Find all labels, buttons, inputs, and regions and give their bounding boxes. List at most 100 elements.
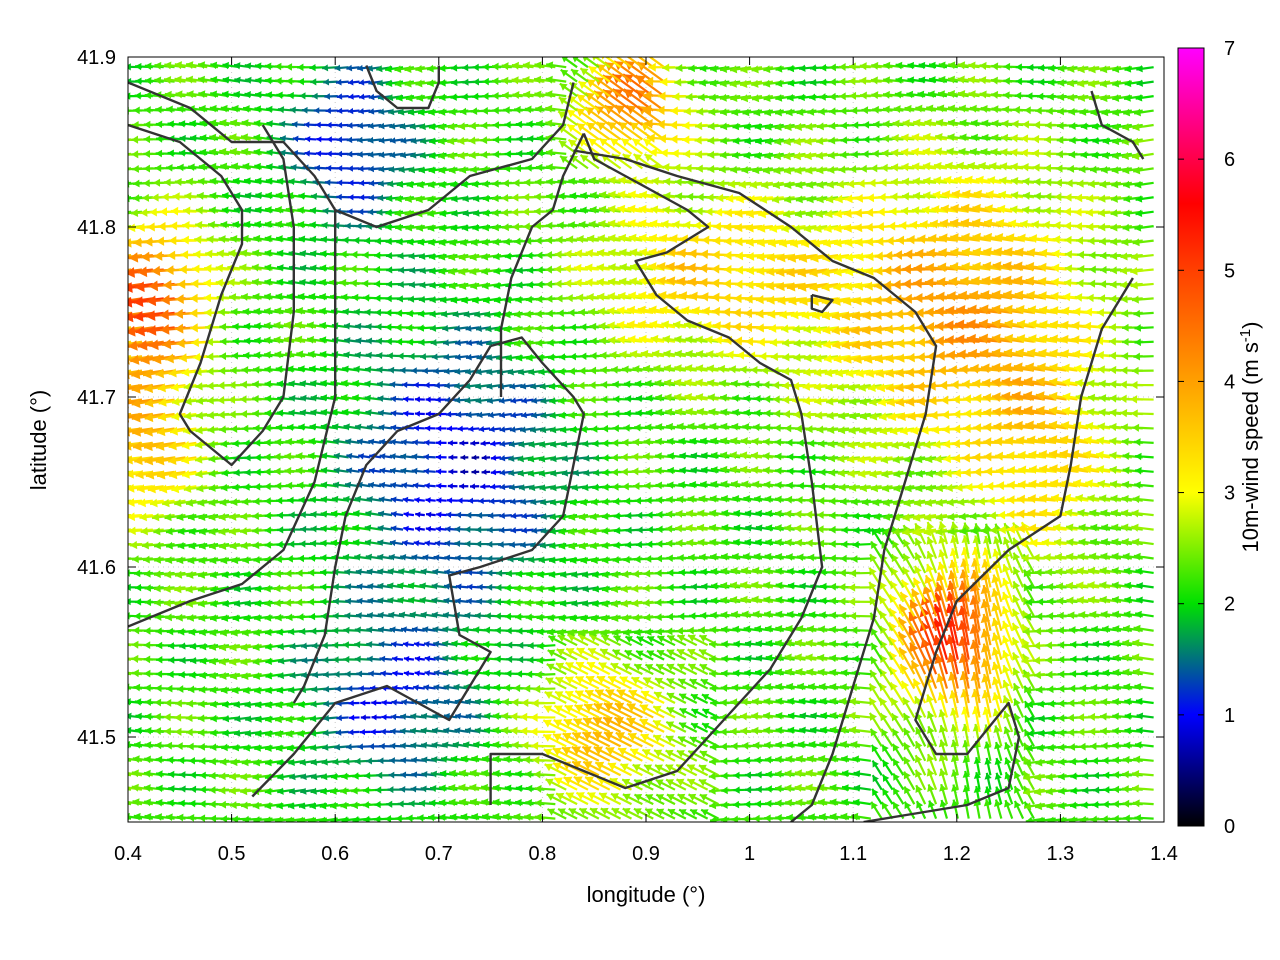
wind-vector-head-53 [690, 809, 698, 817]
wind-vector-240 [655, 778, 676, 791]
wind-vector-69 [870, 801, 883, 820]
wind-vector-242 [675, 778, 698, 791]
wind-vector-head-225 [492, 784, 500, 792]
wind-vector-234 [584, 776, 611, 791]
wind-vector-head-349 [805, 769, 814, 778]
wind-vector-head-170 [939, 784, 947, 792]
wind-vector-head-237 [622, 778, 631, 787]
wind-vector-286 [128, 772, 143, 777]
wind-vector-head-390 [219, 757, 227, 766]
wind-vector-268 [973, 771, 982, 790]
wind-vector-head-338 [687, 764, 696, 772]
wind-vector-head-189 [1132, 799, 1140, 808]
wind-vector-head-291 [179, 771, 186, 779]
wind-vector-head-276 [1045, 787, 1053, 796]
wind-vector-head-353 [853, 770, 861, 778]
wind-vector-head-145 [656, 794, 665, 802]
wind-vector-80 [994, 799, 1003, 819]
wind-vector-head-322 [515, 770, 522, 778]
wind-vector-157 [785, 798, 806, 807]
wind-vector-head-198 [199, 785, 206, 794]
wind-vector-50 [656, 808, 676, 820]
wind-vector-201 [228, 786, 251, 795]
wind-vector-head-253 [794, 783, 802, 792]
wind-vector-head-192 [131, 783, 139, 792]
wind-vector-head-261 [893, 773, 900, 781]
wind-vector-head-378 [1122, 770, 1129, 779]
wind-vector-169 [927, 783, 938, 805]
wind-vector-369 [1023, 773, 1046, 782]
wind-vector-head-319 [481, 769, 489, 778]
wind-vector-head-32 [460, 813, 468, 821]
wind-vector-328 [571, 760, 600, 777]
wind-vector-head-50 [656, 808, 665, 816]
wind-vector-head-387 [188, 756, 195, 765]
wind-vector-head-244 [698, 779, 707, 787]
wind-vector-head-14 [264, 816, 271, 822]
wind-vector-363 [973, 757, 982, 776]
wind-vector-head-270 [994, 772, 1002, 780]
wind-vector-347 [784, 769, 806, 778]
wind-vector-head-316 [449, 769, 457, 778]
wind-vector-170 [939, 783, 949, 805]
wind-vector-head-65 [819, 813, 826, 821]
wind-vector-head-243 [687, 778, 696, 787]
wind-vector-head-122 [408, 800, 415, 808]
wind-vector-head-69 [871, 801, 878, 810]
wind-vector-head-354 [872, 760, 879, 768]
wind-vector-head-73 [916, 801, 924, 809]
wind-vector-300 [277, 773, 295, 781]
wind-vector-head-22 [352, 816, 359, 822]
wind-vector-head-133 [525, 799, 533, 807]
wind-vector-head-296 [229, 772, 237, 781]
wind-vector-head-172 [962, 785, 971, 793]
wind-vector-135 [546, 793, 567, 806]
wind-vector-166 [892, 787, 905, 805]
wind-vector-head-255 [817, 783, 825, 792]
wind-vector-head-202 [240, 787, 248, 796]
wind-vector-head-18 [308, 816, 315, 822]
wind-vector-head-132 [515, 798, 522, 807]
wind-vector-head-246 [721, 786, 728, 795]
wind-vector-46 [611, 807, 632, 820]
wind-vector-269 [984, 772, 992, 790]
wind-vector-head-140 [599, 792, 608, 801]
wind-vector-230 [545, 778, 567, 791]
wind-vector-head-117 [351, 801, 359, 810]
wind-vector-head-67 [840, 812, 848, 821]
wind-vector-head-264 [926, 768, 935, 777]
wind-vector-301 [289, 773, 306, 781]
wind-vector-353 [853, 770, 871, 778]
wind-vector-231 [553, 777, 578, 791]
wind-vector-head-66 [829, 812, 837, 821]
wind-vector-324 [533, 770, 556, 779]
wind-vector-39 [534, 813, 556, 822]
wind-vector-head-277 [1058, 787, 1065, 795]
wind-vector-head-317 [459, 769, 467, 778]
wind-vector-head-260 [882, 774, 890, 782]
wind-vector-head-224 [481, 783, 489, 792]
wind-vector-head-103 [199, 800, 206, 808]
wind-vector-head-185 [1092, 801, 1099, 809]
wind-vector-head-165 [882, 788, 890, 796]
wind-vector-head-29 [427, 813, 435, 822]
wind-vector-147 [677, 793, 698, 806]
wind-vector-head-105 [219, 800, 227, 809]
wind-vector-head-259 [872, 775, 879, 783]
wind-vector-head-321 [504, 770, 512, 778]
wind-vector-head-48 [633, 808, 642, 816]
wind-vector-head-56 [720, 815, 728, 822]
wind-vector-head-25 [384, 815, 392, 822]
wind-vector-head-118 [362, 801, 370, 809]
wind-vector-head-330 [595, 761, 605, 770]
wind-vector-head-97 [132, 798, 140, 807]
wind-vector-head-325 [544, 763, 553, 772]
wind-vector-head-305 [330, 772, 338, 781]
wind-vector-head-110 [276, 802, 284, 810]
wind-vector-134 [534, 799, 556, 807]
wind-vector-head-287 [131, 769, 139, 778]
wind-vector-head-231 [554, 777, 563, 786]
wind-vector-head-372 [1058, 772, 1065, 781]
wind-vector-head-247 [733, 786, 740, 794]
wind-vector-head-134 [534, 799, 542, 807]
